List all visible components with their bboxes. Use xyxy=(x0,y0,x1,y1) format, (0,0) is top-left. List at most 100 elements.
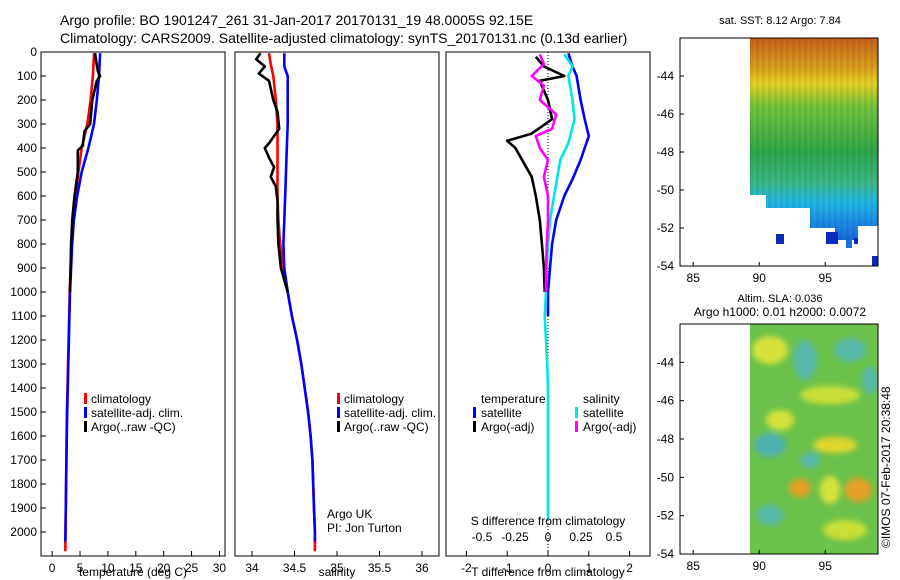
series-line-2 xyxy=(543,53,576,520)
y-tick-label: 100 xyxy=(17,69,37,83)
x-tick-label: 35.5 xyxy=(368,561,392,575)
legend-swatch-argo xyxy=(337,421,340,432)
y-tick-label: 400 xyxy=(17,141,37,155)
y-tick-label: 1400 xyxy=(10,381,37,395)
y-tick-label: 1600 xyxy=(10,429,37,443)
figure-title-line2: Climatology: CARS2009. Satellite-adjuste… xyxy=(60,30,627,46)
legend-swatch-temp-satellite xyxy=(473,407,476,418)
x-tick-label-top: 0.25 xyxy=(569,530,593,544)
map-y-tick-label: -54 xyxy=(657,547,675,561)
legend-swatch-sal-satellite xyxy=(575,407,578,418)
sla-feature-low xyxy=(754,433,786,457)
map-y-tick-label: -44 xyxy=(657,69,675,83)
x-tick-label: 35 xyxy=(330,561,344,575)
map-x-tick-label: 90 xyxy=(753,559,767,573)
x-tick-label: 25 xyxy=(185,561,199,575)
series-line-1 xyxy=(505,55,566,293)
salinity-axes-box xyxy=(234,51,440,557)
legend-header-temperature: temperature xyxy=(481,392,546,406)
sla-feature-low xyxy=(862,366,878,394)
sla-feature-high xyxy=(752,336,788,364)
x-tick-label: -2 xyxy=(461,561,472,575)
sla-feature-high xyxy=(800,386,860,404)
legend-label-satellite: satellite-adj. clim. xyxy=(91,406,183,420)
y-tick-label: 1500 xyxy=(10,405,37,419)
legend-swatch-climatology xyxy=(337,393,340,404)
legend-label-sal-satellite: satellite xyxy=(583,406,624,420)
legend-label-satellite: satellite-adj. clim. xyxy=(344,406,436,420)
x-tick-label: 34 xyxy=(245,561,259,575)
x-tick-label: 5 xyxy=(77,561,84,575)
copyright-stamp: ©IMOS 07-Feb-2017 20:38:48 xyxy=(879,386,893,548)
y-tick-label: 0 xyxy=(30,45,37,59)
legend-swatch-satellite xyxy=(337,407,340,418)
legend-label-argo: Argo(..raw -QC) xyxy=(344,420,429,434)
sst-gap xyxy=(750,195,766,266)
sla-field xyxy=(750,324,878,554)
y-tick-label: 1300 xyxy=(10,357,37,371)
series-line-2 xyxy=(254,52,289,293)
temperature-axes-box xyxy=(40,51,226,557)
y-tick-label: 600 xyxy=(17,189,37,203)
sst-patch xyxy=(872,256,878,266)
map-y-tick-label: -54 xyxy=(657,259,675,273)
sla-feature-low xyxy=(800,452,820,468)
y-tick-label: 300 xyxy=(17,117,37,131)
x-tick-label: 0 xyxy=(49,561,56,575)
sst-field xyxy=(750,38,878,266)
map-y-tick-label: -50 xyxy=(657,183,675,197)
legend-label-temp-argo: Argo(-adj) xyxy=(481,420,534,434)
depth-axis: 0 100 200 300 400 500 600 700 800 900 1000 1100 1200… xyxy=(10,45,46,539)
y-tick-label: 500 xyxy=(17,165,37,179)
map-y-tick-label: -46 xyxy=(657,107,675,121)
legend-swatch-satellite xyxy=(84,407,87,418)
sla-feature-high xyxy=(813,437,857,453)
sla-map-axes: 85 90 95 -44 -46 -48 -50 -52 -54 xyxy=(657,355,833,573)
argo-operator-label: Argo UK xyxy=(327,507,372,521)
x-tick-label: 1 xyxy=(585,561,592,575)
x-tick-label: 2 xyxy=(626,561,633,575)
temperature-panel: 0100200300400500600700800900100011001200… xyxy=(10,45,226,579)
map-x-tick-label: 95 xyxy=(819,559,833,573)
legend-label-temp-satellite: satellite xyxy=(481,406,522,420)
difference-xlabel: T difference from climatology xyxy=(471,565,625,579)
y-tick-label: 800 xyxy=(17,237,37,251)
x-tick-label: 15 xyxy=(129,561,143,575)
y-tick-label: 1700 xyxy=(10,453,37,467)
salinity-xlabel: salinity xyxy=(319,565,356,579)
sla-map-subtitle: Argo h1000: 0.01 h2000: 0.0072 xyxy=(694,305,866,319)
y-tick-label: 1900 xyxy=(10,501,37,515)
sst-patch xyxy=(854,238,858,244)
sst-gap xyxy=(835,240,878,266)
x-tick-label: 36 xyxy=(415,561,429,575)
y-tick-label: 900 xyxy=(17,261,37,275)
salinity-lines xyxy=(254,52,317,552)
series-line-2 xyxy=(68,53,102,293)
y-tick-label: 700 xyxy=(17,213,37,227)
sla-feature-low xyxy=(793,340,817,380)
sla-feature-peak xyxy=(789,479,811,497)
y-tick-label: 2000 xyxy=(10,525,37,539)
x-tick-label: 34.5 xyxy=(283,561,307,575)
map-x-tick-label: 90 xyxy=(753,271,767,285)
y-tick-label: 200 xyxy=(17,93,37,107)
series-line-0 xyxy=(267,52,317,552)
sla-feature-low xyxy=(756,505,784,525)
y-tick-label: 1800 xyxy=(10,477,37,491)
temperature-xlabel: temperature (deg C) xyxy=(79,565,187,579)
x-tick-label: 0 xyxy=(545,561,552,575)
sla-feature-high xyxy=(766,410,794,430)
series-line-1 xyxy=(282,53,317,542)
difference-panel: -2 -1 0 1 2 -0.5 -0.25 0 0.25 0.5 S difference fr… xyxy=(445,51,651,579)
sst-patch xyxy=(846,240,852,248)
difference-xlabel-top: S difference from climatology xyxy=(471,514,626,528)
x-tick-label-top: 0 xyxy=(545,530,552,544)
temperature-legend: climatology satellite-adj. clim. Argo(..… xyxy=(84,392,183,434)
sst-gap xyxy=(858,226,878,242)
sst-gap xyxy=(766,208,810,266)
map-y-tick-label: -48 xyxy=(657,145,675,159)
legend-label-climatology: climatology xyxy=(344,392,404,406)
temperature-x-axis: 0 5 10 15 20 25 30 xyxy=(49,551,226,575)
sla-feature-low xyxy=(834,338,866,362)
x-tick-label-top: -0.5 xyxy=(472,530,493,544)
